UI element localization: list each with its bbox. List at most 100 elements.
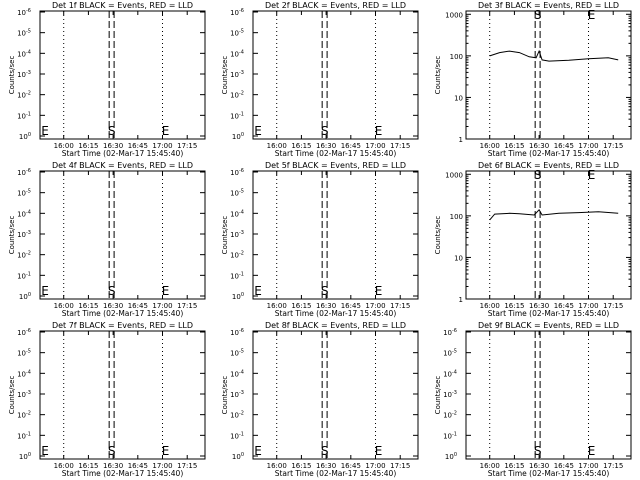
y-tick-label: 10-2 bbox=[17, 251, 31, 260]
events-series-line bbox=[489, 49, 619, 62]
x-tick-label: 16:15 bbox=[504, 302, 524, 310]
y-tick-label: 10-1 bbox=[230, 431, 244, 440]
panel-det-1: Det 1f BLACK = Events, RED = LLD 16:00 16:… bbox=[8, 1, 206, 158]
y-tick-label: 10-1 bbox=[17, 111, 31, 120]
y-tick-label: 10-6 bbox=[230, 328, 244, 337]
y-axis-label: Counts/sec bbox=[8, 376, 16, 415]
x-tick-label: 16:30 bbox=[103, 462, 123, 470]
y-tick-label: 10-3 bbox=[230, 230, 244, 239]
x-tick-label: 17:15 bbox=[177, 462, 197, 470]
x-tick-label: 16:00 bbox=[267, 462, 287, 470]
y-tick-label: 10-2 bbox=[443, 411, 457, 420]
start-marker: S bbox=[534, 444, 542, 458]
panel-det-5: Det 5f BLACK = Events, RED = LLD 16:00 16:… bbox=[221, 161, 419, 318]
y-tick-label: 10-2 bbox=[230, 91, 244, 100]
x-tick-label: 16:15 bbox=[291, 462, 311, 470]
panel-det-9: Det 9f BLACK = Events, RED = LLD 16:00 16:… bbox=[434, 321, 632, 478]
x-tick-label: 16:15 bbox=[504, 462, 524, 470]
y-tick-label: 10-4 bbox=[443, 369, 457, 378]
y-tick-label: 10-3 bbox=[443, 390, 457, 399]
x-tick-label: 16:45 bbox=[341, 302, 361, 310]
panel-title: Det 1f BLACK = Events, RED = LLD bbox=[52, 1, 193, 10]
x-tick-label: 16:15 bbox=[78, 142, 98, 150]
y-tick-label: 10-4 bbox=[230, 209, 244, 218]
x-axis-label: Start Time (02-Mar-17 15:45:40) bbox=[275, 309, 397, 318]
x-tick-label: 17:15 bbox=[390, 302, 410, 310]
panel-title: Det 2f BLACK = Events, RED = LLD bbox=[265, 1, 406, 10]
x-tick-label: 16:45 bbox=[128, 142, 148, 150]
x-tick-label: 16:30 bbox=[316, 302, 336, 310]
end-marker: E bbox=[162, 124, 170, 138]
x-tick-label: 17:00 bbox=[578, 142, 598, 150]
y-tick-label: 100 bbox=[450, 213, 463, 221]
y-tick-label: 10-2 bbox=[17, 91, 31, 100]
x-tick-label: 16:15 bbox=[504, 142, 524, 150]
y-tick-label: 100 bbox=[450, 53, 463, 61]
panel-det-7: Det 7f BLACK = Events, RED = LLD 16:00 16:… bbox=[8, 321, 206, 478]
x-tick-label: 16:30 bbox=[103, 302, 123, 310]
end-marker: E bbox=[588, 444, 596, 458]
panel-title: Det 7f BLACK = Events, RED = LLD bbox=[52, 321, 193, 330]
x-tick-label: 16:45 bbox=[128, 302, 148, 310]
y-tick-label: 10-5 bbox=[230, 349, 244, 358]
x-tick-label: 17:00 bbox=[152, 462, 172, 470]
x-tick-label: 17:00 bbox=[365, 142, 385, 150]
end-marker: E bbox=[375, 124, 383, 138]
x-tick-label: 16:30 bbox=[529, 462, 549, 470]
x-tick-label: 16:30 bbox=[529, 302, 549, 310]
plot-frame bbox=[39, 170, 206, 300]
end-marker: E bbox=[588, 168, 596, 182]
y-axis-label: Counts/sec bbox=[221, 376, 229, 415]
x-tick-label: 17:00 bbox=[578, 462, 598, 470]
plot-frame bbox=[465, 170, 632, 300]
y-tick-label: 10-1 bbox=[230, 111, 244, 120]
x-tick-label: 16:45 bbox=[128, 462, 148, 470]
x-tick-label: 16:45 bbox=[554, 462, 574, 470]
x-tick-label: 16:00 bbox=[54, 142, 74, 150]
y-tick-label: 10-6 bbox=[443, 328, 457, 337]
y-tick-label: 10-3 bbox=[17, 230, 31, 239]
y-tick-label: 100 bbox=[19, 132, 31, 141]
y-tick-label: 10-2 bbox=[230, 251, 244, 260]
plot-frame bbox=[252, 170, 419, 300]
panel-det-4: Det 4f BLACK = Events, RED = LLD 16:00 16:… bbox=[8, 161, 206, 318]
y-tick-label: 100 bbox=[19, 452, 31, 461]
y-axis-label: Counts/sec bbox=[434, 376, 442, 415]
y-tick-label: 1 bbox=[459, 296, 463, 304]
y-tick-label: 1000 bbox=[445, 11, 463, 19]
x-tick-label: 16:30 bbox=[529, 142, 549, 150]
y-tick-label: 10-1 bbox=[17, 271, 31, 280]
plot-frame bbox=[252, 330, 419, 460]
y-tick-label: 10-1 bbox=[230, 271, 244, 280]
start-marker: S bbox=[108, 124, 116, 138]
x-tick-label: 16:15 bbox=[78, 302, 98, 310]
y-tick-label: 100 bbox=[232, 452, 244, 461]
y-tick-label: 10-5 bbox=[17, 349, 31, 358]
end-marker: E bbox=[588, 8, 596, 22]
x-tick-label: 16:45 bbox=[341, 462, 361, 470]
x-axis-label: Start Time (02-Mar-17 15:45:40) bbox=[62, 309, 184, 318]
start-marker: S bbox=[321, 284, 329, 298]
x-tick-label: 17:15 bbox=[603, 302, 623, 310]
x-tick-label: 17:00 bbox=[152, 142, 172, 150]
y-tick-label: 10-5 bbox=[230, 29, 244, 38]
x-tick-label: 16:45 bbox=[341, 142, 361, 150]
x-tick-label: 16:15 bbox=[291, 142, 311, 150]
panel-title: Det 6f BLACK = Events, RED = LLD bbox=[478, 161, 619, 170]
x-axis-label: Start Time (02-Mar-17 15:45:40) bbox=[62, 469, 184, 478]
x-axis-label: Start Time (02-Mar-17 15:45:40) bbox=[488, 469, 610, 478]
panel-det-2: Det 2f BLACK = Events, RED = LLD 16:00 16:… bbox=[221, 1, 419, 158]
y-tick-label: 10-6 bbox=[230, 8, 244, 17]
x-tick-label: 16:00 bbox=[480, 462, 500, 470]
y-tick-label: 100 bbox=[232, 292, 244, 301]
y-tick-label: 10-6 bbox=[230, 168, 244, 177]
y-tick-label: 10-4 bbox=[17, 209, 31, 218]
start-marker: S bbox=[108, 444, 116, 458]
end-marker: E bbox=[375, 284, 383, 298]
x-tick-label: 16:15 bbox=[291, 302, 311, 310]
y-tick-label: 10-2 bbox=[230, 411, 244, 420]
x-axis-label: Start Time (02-Mar-17 15:45:40) bbox=[275, 469, 397, 478]
panel-title: Det 3f BLACK = Events, RED = LLD bbox=[478, 1, 619, 10]
y-tick-label: 10-4 bbox=[17, 49, 31, 58]
y-tick-label: 10-1 bbox=[17, 431, 31, 440]
